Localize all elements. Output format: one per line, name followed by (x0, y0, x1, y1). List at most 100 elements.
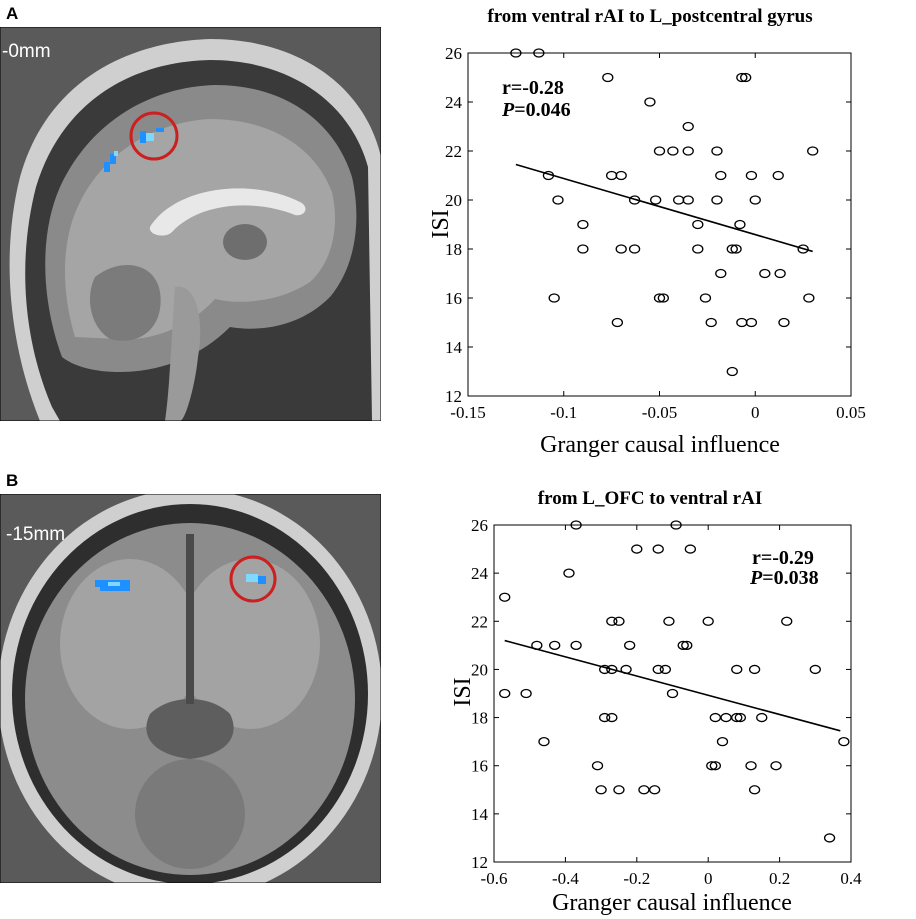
chart-a-data-point (715, 268, 727, 279)
chart-a-data-point (602, 72, 614, 83)
chart-b-ytick-label: 12 (471, 853, 488, 872)
chart-b-data-point (734, 712, 746, 723)
chart-a-data-point (772, 170, 784, 181)
chart-b-data-point (684, 544, 697, 554)
chart-a-ytick-label: 22 (445, 142, 462, 161)
chart-b-data-point (563, 568, 575, 578)
chart-b-ytick-label: 22 (471, 612, 488, 631)
chart-b-data-point (549, 640, 561, 651)
chart-a-xtick-label: -0.15 (450, 403, 485, 422)
chart-a-ylabel: ISI (428, 209, 454, 238)
chart-a-data-point (711, 195, 723, 205)
chart-a-data-point (705, 317, 717, 328)
chart-b-data-point (666, 688, 679, 699)
chart-a-data-point (797, 244, 809, 254)
chart-b-xtick-label: -0.6 (481, 869, 508, 888)
chart-b-data-point (823, 833, 836, 843)
chart-a-data-point (692, 244, 704, 254)
chart-a-data-point (749, 195, 761, 205)
chart-b-data-point (499, 592, 511, 602)
chart-a-ytick-label: 12 (445, 387, 462, 406)
sagittal-brain-image: -0mm (0, 27, 381, 421)
chart-a-stat-p: P=0.046 (501, 99, 571, 121)
chart-a-trend-line (515, 163, 813, 253)
chart-b-data-point (591, 761, 604, 771)
chart-b-data-point (731, 664, 743, 675)
chart-a-data-point (653, 146, 666, 156)
chart-a-data-point (734, 219, 746, 230)
chart-a-data-point (552, 195, 564, 205)
chart-b-data-point (716, 736, 729, 747)
chart-b-plot-area (493, 524, 852, 863)
chart-a-data-point (778, 317, 790, 328)
chart-b-ytick-label: 16 (471, 757, 488, 776)
chart-b-data-point (838, 736, 850, 747)
chart-a-ytick-label: 24 (445, 93, 463, 112)
chart-b-data-point (659, 664, 672, 675)
chart-a-data-point (615, 170, 627, 181)
panel-b-letter: B (6, 471, 19, 490)
chart-b-data-point (520, 688, 532, 699)
chart-a-data-point (803, 293, 815, 303)
chart-b-data-point (748, 785, 761, 795)
chart-a-ytick-label: 20 (445, 191, 462, 210)
chart-b-data-point (606, 664, 618, 675)
chart-b-data-point (499, 688, 511, 699)
chart-b-data-point (648, 785, 661, 795)
chart-b-data-point (595, 785, 607, 795)
chart-b-data-point (709, 761, 721, 771)
chart-a-data-point (682, 195, 694, 205)
scatter-chart-a: from ventral rAI to L_postcentral gyrus … (428, 6, 866, 458)
chart-b-data-point (706, 761, 718, 771)
chart-a-data-point (615, 244, 627, 254)
slice-label-a: -0mm (2, 41, 51, 62)
chart-b-stat-r: r=-0.29 (752, 547, 814, 569)
chart-b-data-point (570, 640, 582, 651)
chart-a-data-point (715, 170, 727, 181)
chart-b-xtick-label: 0 (704, 869, 713, 888)
chart-a-data-point (510, 48, 522, 58)
chart-b-xlabel: Granger causal influence (552, 890, 792, 916)
chart-b-trend-line (504, 639, 841, 732)
roi-circle-b (229, 555, 277, 603)
chart-b-data-point (756, 712, 768, 723)
chart-b-data-point (781, 616, 793, 626)
chart-b-data-point (613, 785, 625, 795)
sagittal-brain-drawing (0, 27, 381, 421)
chart-a-data-point (548, 293, 560, 303)
chart-a-stat-r: r=-0.28 (502, 77, 564, 99)
chart-a-data-point (667, 146, 679, 156)
chart-b-data-point (638, 785, 650, 795)
chart-b-ytick-label: 24 (471, 564, 489, 583)
chart-a-xtick-label: -0.05 (642, 403, 677, 422)
chart-b-data-point (745, 761, 757, 771)
chart-b-stat-p: P=0.038 (749, 567, 819, 589)
chart-b-ytick-label: 26 (471, 516, 488, 535)
chart-b-xtick-label: 0.2 (769, 869, 790, 888)
chart-a-plot-area (467, 52, 852, 397)
chart-a-data-point (745, 317, 758, 328)
axial-brain-drawing (0, 494, 381, 883)
chart-b-data-point (809, 664, 821, 675)
chart-b-data-point (613, 616, 625, 626)
chart-a-data-point (682, 121, 694, 132)
axial-brain-image: -15mm (0, 494, 381, 883)
chart-b-xtick-label: -0.4 (552, 869, 579, 888)
chart-b-data-point (770, 761, 782, 771)
chart-a-data-point (644, 97, 656, 107)
chart-b-data-point (677, 640, 689, 651)
chart-a-data-point (699, 293, 712, 303)
chart-b-data-point (681, 640, 693, 651)
chart-a-ytick-label: 16 (445, 289, 462, 308)
chart-b-data-point (570, 520, 582, 530)
chart-a-data-point (533, 48, 545, 58)
chart-a-ytick-label: 14 (445, 338, 463, 357)
chart-a-xtick-label: 0 (751, 403, 760, 422)
chart-b-title: from L_OFC to ventral rAI (538, 488, 762, 509)
chart-a-title: from ventral rAI to L_postcentral gyrus (487, 6, 812, 27)
chart-b-data-point (599, 712, 611, 723)
chart-a-data-point (726, 244, 738, 254)
chart-b-data-point (606, 616, 618, 626)
chart-a-data-point (807, 146, 819, 156)
chart-a-xtick-label: 0.05 (836, 403, 866, 422)
